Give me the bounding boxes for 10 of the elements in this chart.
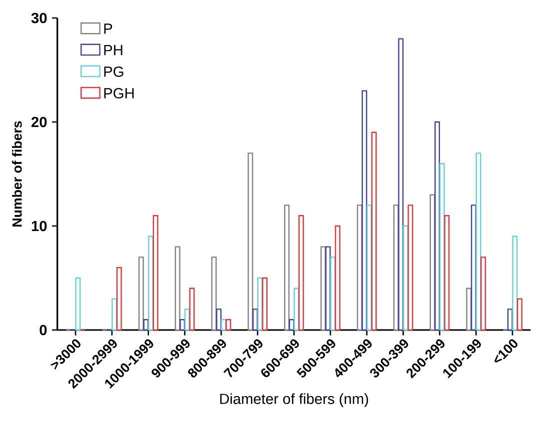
legend-label: P [104, 24, 112, 34]
legend-label: PG [104, 66, 124, 77]
y-tick-label: 0 [40, 324, 47, 336]
x-axis-title: Diameter of fibers (nm) [220, 393, 368, 407]
y-axis-title: Number of fibers [12, 121, 22, 226]
y-tick-label: 30 [31, 12, 47, 24]
y-tick-label: 20 [31, 116, 47, 128]
legend-label: PH [104, 45, 122, 56]
legend-label: PGH [104, 88, 134, 98]
y-tick-label: 10 [32, 220, 47, 232]
